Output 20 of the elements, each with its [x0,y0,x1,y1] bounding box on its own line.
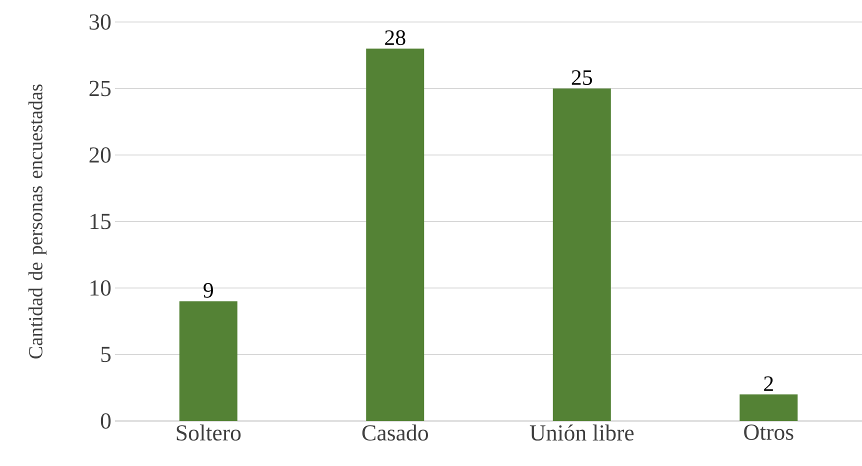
y-tick-label: 0 [100,413,111,429]
x-tick-label: Otros [744,424,794,440]
x-tick-label: Unión libre [530,424,634,441]
y-tick-label: 10 [90,280,111,296]
x-tick-label: Soltero [176,424,241,441]
data-label: 9 [204,283,213,298]
bar [366,48,424,421]
y-tick-label: 30 [90,14,111,30]
x-tick-label: Casado [362,424,428,441]
y-tick-label: 15 [90,214,111,230]
bar [179,301,238,421]
bar [740,394,798,421]
y-tick-label: 25 [90,80,111,96]
data-label: 28 [385,30,406,46]
y-tick-label: 20 [90,147,111,163]
bar [552,88,611,421]
y-tick-label: 5 [101,346,111,362]
data-label: 2 [764,376,773,391]
y-axis-title: Cantidad de personas encuestadas [28,84,46,358]
data-label: 25 [572,70,592,85]
